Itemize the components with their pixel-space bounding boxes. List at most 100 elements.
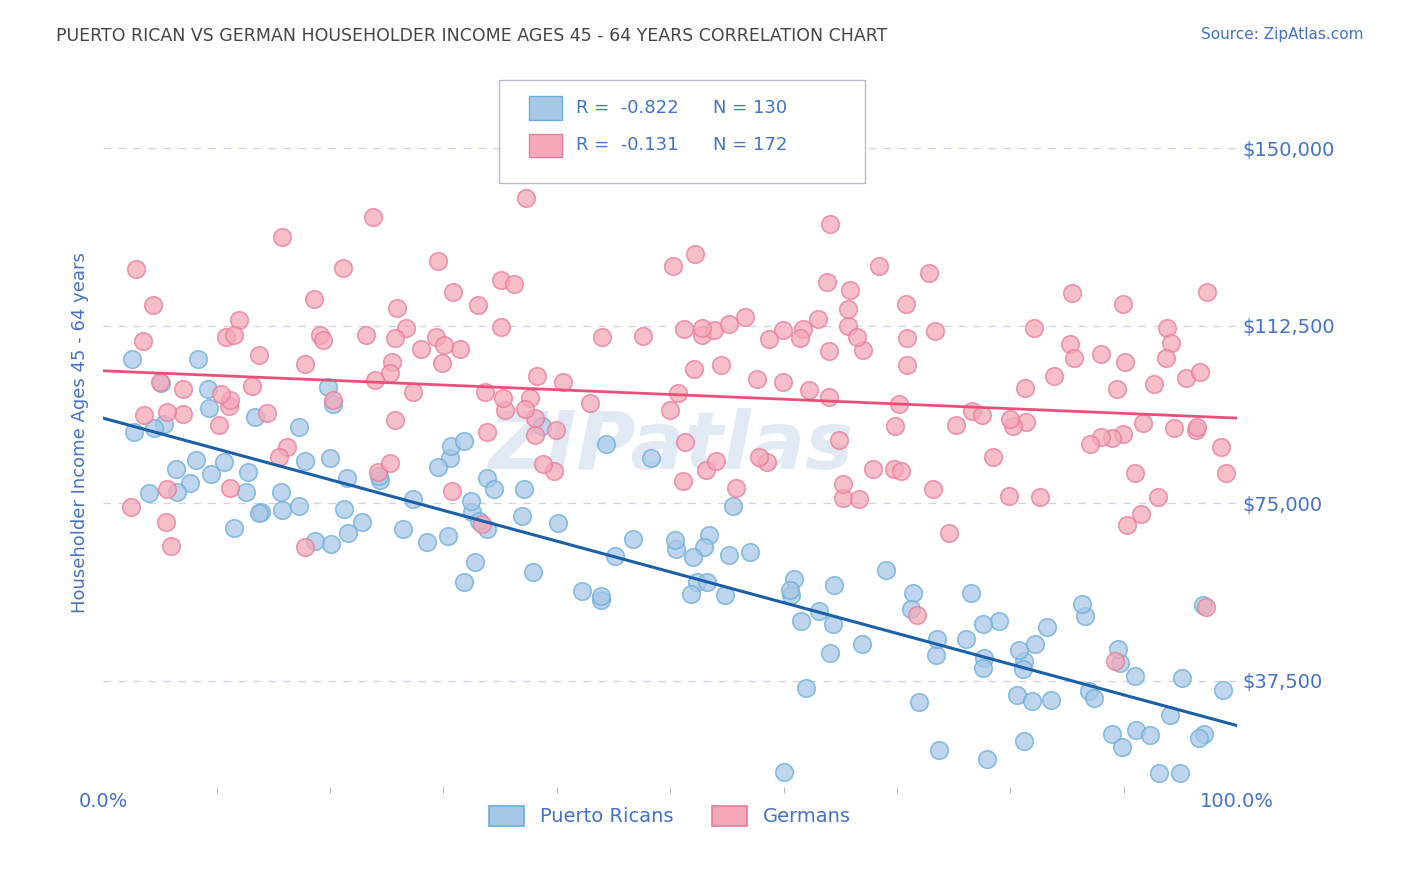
Germans [1059,336,1081,351]
Germans [889,465,911,479]
Germans [142,298,165,312]
Germans [756,455,779,469]
Text: N = 130: N = 130 [713,99,787,117]
Germans [692,328,714,343]
Germans [998,489,1021,503]
Puerto Ricans [925,648,948,662]
Germans [385,301,408,315]
Puerto Ricans [336,525,359,540]
Puerto Ricans [186,452,208,467]
Puerto Ricans [477,471,499,485]
Puerto Ricans [1111,739,1133,754]
Germans [837,319,859,334]
Germans [471,516,494,531]
Germans [503,277,526,292]
Germans [962,403,984,417]
Germans [1123,466,1146,480]
Puerto Ricans [461,505,484,519]
Germans [731,159,754,173]
Germans [1156,351,1178,365]
Germans [441,285,464,299]
Puerto Ricans [304,533,326,548]
Puerto Ricans [439,439,461,453]
Puerto Ricans [138,486,160,500]
Germans [160,539,183,553]
Puerto Ricans [1036,620,1059,634]
Puerto Ricans [250,505,273,519]
Germans [489,273,512,287]
Puerto Ricans [714,588,737,602]
Puerto Ricans [143,421,166,435]
Puerto Ricans [197,383,219,397]
Germans [938,525,960,540]
Puerto Ricans [437,529,460,543]
Germans [1129,507,1152,521]
Puerto Ricans [823,616,845,631]
Germans [551,376,574,390]
Puerto Ricans [468,514,491,528]
Puerto Ricans [875,563,897,577]
Puerto Ricans [973,651,995,665]
Germans [526,369,548,384]
Puerto Ricans [595,437,617,451]
Puerto Ricans [693,540,716,554]
Puerto Ricans [336,471,359,485]
Puerto Ricans [321,537,343,551]
Text: R =  -0.822: R = -0.822 [576,99,679,117]
Puerto Ricans [350,516,373,530]
Germans [491,319,513,334]
Germans [395,321,418,335]
Puerto Ricans [121,352,143,367]
Puerto Ricans [681,587,703,601]
Germans [523,428,546,442]
Germans [1015,415,1038,429]
Puerto Ricans [1024,637,1046,651]
Germans [543,464,565,478]
Puerto Ricans [907,695,929,709]
Puerto Ricans [236,466,259,480]
Germans [294,540,316,554]
Germans [544,423,567,437]
Germans [228,312,250,326]
Puerto Ricans [1083,691,1105,706]
Germans [361,210,384,224]
Puerto Ricans [1101,727,1123,741]
Germans [515,402,537,417]
Germans [591,330,613,344]
Germans [219,481,242,495]
Germans [848,491,870,506]
Puerto Ricans [717,548,740,562]
Puerto Ricans [522,565,544,579]
Germans [1107,383,1129,397]
Germans [519,391,541,405]
Germans [311,333,333,347]
Germans [706,454,728,468]
Germans [378,366,401,380]
Puerto Ricans [955,632,977,647]
Puerto Ricans [1192,599,1215,613]
Germans [868,260,890,274]
Germans [302,292,325,306]
Puerto Ricans [179,476,201,491]
Puerto Ricans [621,532,644,546]
Puerto Ricans [318,451,340,466]
Germans [156,405,179,419]
Germans [578,395,600,409]
Germans [156,482,179,496]
Puerto Ricans [1159,708,1181,723]
Puerto Ricans [460,494,482,508]
Puerto Ricans [368,469,391,483]
Germans [1115,518,1137,533]
Germans [1197,285,1219,299]
Germans [172,408,194,422]
Puerto Ricans [1212,682,1234,697]
Puerto Ricans [294,454,316,468]
Puerto Ricans [686,575,709,590]
Germans [1024,321,1046,335]
Germans [1211,441,1233,455]
Germans [381,355,404,369]
Germans [208,417,231,432]
Puerto Ricans [332,502,354,516]
Germans [1101,431,1123,445]
Germans [172,383,194,397]
